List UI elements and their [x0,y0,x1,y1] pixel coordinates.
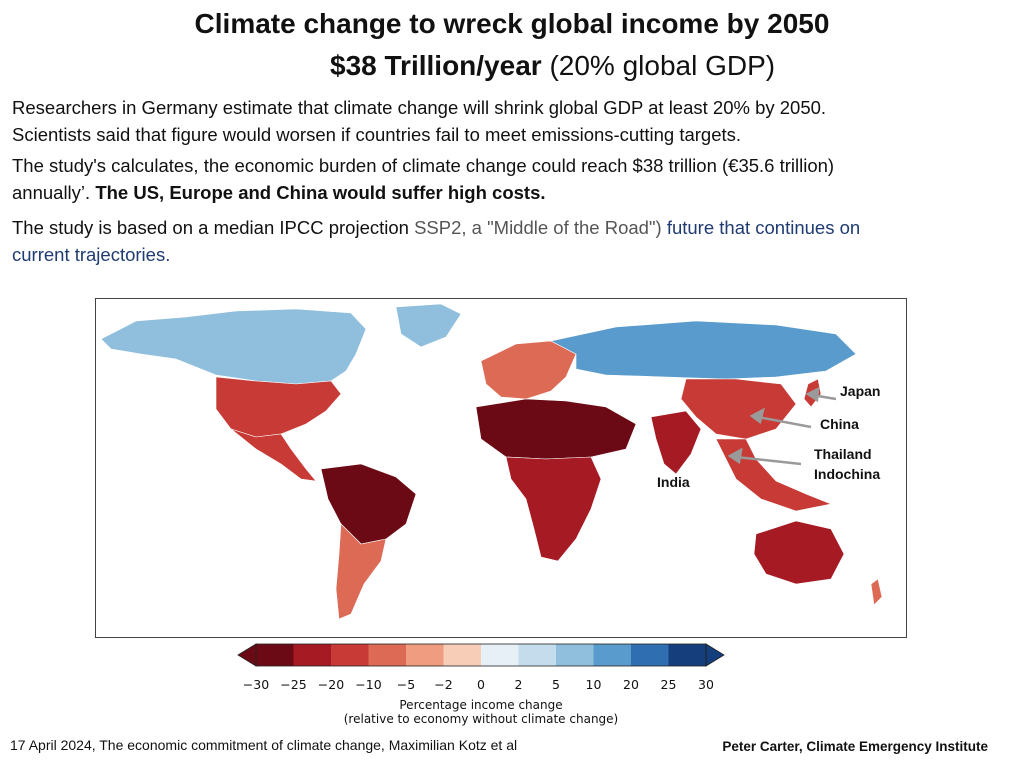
colorbar-segment [443,644,482,666]
paragraph-2: The study's calculates, the economic bur… [12,152,834,206]
paragraph-2-annually: annually’. [12,182,96,203]
annotation-arrows [727,386,837,466]
paragraph-1: Researchers in Germany estimate that cli… [12,94,826,148]
colorbar-segment [556,644,594,666]
paragraph-2-line-1: The study's calculates, the economic bur… [12,155,835,176]
region-china [680,378,797,440]
label-indochina: Indochina [814,466,881,482]
region-sub-saharan-africa [505,456,602,562]
region-europe [480,340,577,400]
colorbar-tick-label: 30 [698,677,714,692]
label-japan: Japan [840,383,881,399]
colorbar-segment [331,644,369,666]
paragraph-3-scenario: SSP2, a "Middle of the Road") [414,217,662,238]
colorbar-segment [668,644,707,666]
region-south-america-south [335,523,387,620]
label-china: China [820,416,859,432]
label-india: India [657,474,690,490]
colorbar-label: Percentage income change [399,698,563,712]
paragraph-1-line-1: Researchers in Germany estimate that cli… [12,97,827,118]
region-usa [215,376,342,438]
paragraph-2-line-2: annually’. The US, Europe and China woul… [12,179,834,206]
paragraph-3-a: The study is based on a median IPCC proj… [12,217,415,238]
paragraph-2-bold: The US, Europe and China would suffer hi… [95,182,546,203]
region-india [650,410,702,475]
citation: 17 April 2024, The economic commitment o… [10,737,518,753]
subheadline-amount: $38 Trillion/year [330,50,542,81]
colorbar-tick-label: 0 [477,677,485,692]
paragraph-3: The study is based on a median IPCC proj… [12,214,860,268]
subheadline: $38 Trillion/year (20% global GDP) [330,50,775,82]
arrow-thailand [735,455,802,466]
colorbar-tick-label: −5 [396,677,416,692]
colorbar [236,640,726,675]
colorbar-border [255,643,707,667]
colorbar-tick-label: −30 [242,677,270,692]
paragraph-1-line-2: Scientists said that figure would worsen… [12,124,742,145]
region-mexico [230,428,317,482]
colorbar-tick-label: −20 [317,677,345,692]
colorbar-tick-label: −10 [355,677,382,692]
region-new-zealand [870,578,883,606]
paragraph-3-line-2: current trajectories. [12,244,171,265]
region-russia [550,320,857,380]
arrow-thailand-head [727,447,743,465]
colorbar-tick-label: 25 [660,677,677,692]
colorbar-extend-high [705,643,725,667]
arrow-japan-head [805,386,820,403]
credit: Peter Carter, Climate Emergency Institut… [722,739,988,754]
colorbar-segment [368,644,407,666]
colorbar-tick-label: 20 [623,677,639,692]
colorbar-segment [293,644,332,666]
paragraph-3-c: future that continues on [661,217,861,238]
colorbar-segment [406,644,444,666]
colorbar-svg [237,643,725,667]
colorbar-tick-label: 10 [585,677,602,692]
colorbar-tick-label: −25 [280,677,307,692]
subheadline-share: (20% global GDP) [541,50,776,81]
label-thailand: Thailand [814,446,872,462]
headline: Climate change to wreck global income by… [194,8,830,39]
region-north-africa-middle-east [475,398,637,460]
arrow-china-head [749,407,765,425]
arrow-china [757,415,812,429]
colorbar-segment [593,644,632,666]
region-canada [100,308,367,385]
colorbar-tick-label: 5 [552,677,560,692]
colorbar-segment [631,644,669,666]
colorbar-segment [518,644,557,666]
colorbar-extend-low [237,643,257,667]
colorbar-segment [481,644,519,666]
world-map-svg [100,303,883,620]
region-south-america-north [320,463,417,545]
colorbar-sublabel: (relative to economy without climate cha… [343,712,619,726]
region-greenland [395,303,462,348]
colorbar-tick-label: 2 [514,677,523,692]
colorbar-tick-label: −2 [434,677,453,692]
region-australia [753,520,845,585]
colorbar-segment [256,644,294,666]
world-map [95,298,907,638]
paragraph-3-line-1: The study is based on a median IPCC proj… [12,214,860,241]
